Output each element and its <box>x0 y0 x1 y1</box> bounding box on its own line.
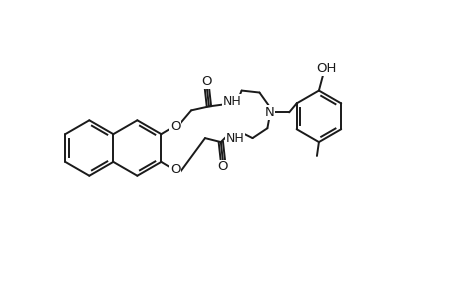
Text: O: O <box>170 163 180 176</box>
Text: O: O <box>170 120 180 133</box>
Text: NH: NH <box>222 95 241 108</box>
Text: O: O <box>202 75 212 88</box>
Text: OH: OH <box>316 62 336 75</box>
Text: O: O <box>217 160 228 173</box>
Text: N: N <box>264 106 274 119</box>
Text: NH: NH <box>225 132 244 145</box>
